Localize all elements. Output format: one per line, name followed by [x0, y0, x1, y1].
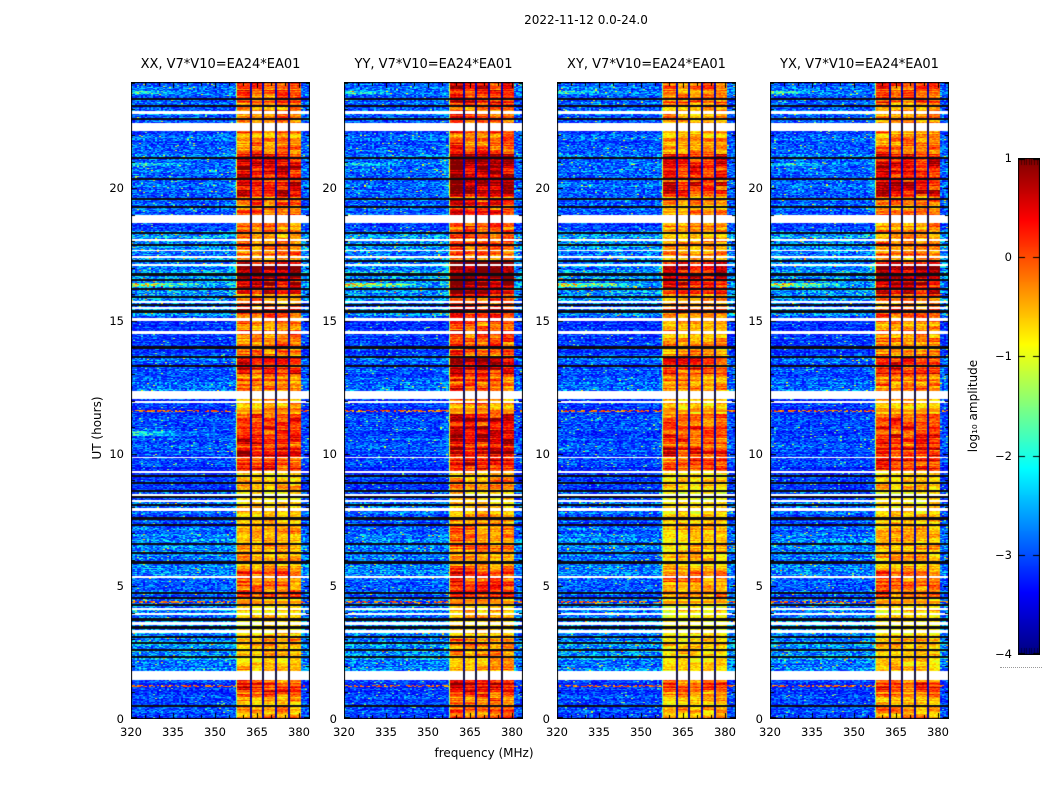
y-tick-label: 20	[109, 181, 124, 195]
spectrogram-canvas-yx	[770, 82, 949, 719]
y-tick-label: 0	[755, 712, 763, 726]
spectrogram-panel-xx: XX, V7*V10=EA24*EA01 320 335 350 365 380 0 5 10…	[109, 57, 310, 739]
y-tick-label: 20	[535, 181, 550, 195]
spectrogram-canvas-xy	[557, 82, 736, 719]
spectrogram-panel-yx: YX, V7*V10=EA24*EA01 320 335 350 365 380 0 5 10…	[748, 57, 949, 739]
x-tick-label: 320	[333, 725, 355, 739]
x-tick-label: 350	[630, 725, 652, 739]
figure-title: 2022-11-12 0.0-24.0	[524, 13, 648, 27]
y-tick-label: 0	[542, 712, 550, 726]
colorbar-tick-label: 0	[1004, 250, 1012, 264]
x-tick-label: 335	[588, 725, 610, 739]
y-tick-label: 20	[322, 181, 337, 195]
y-tick-label: 15	[535, 314, 550, 328]
x-tick-label: 335	[162, 725, 184, 739]
x-tick-label: 380	[927, 725, 949, 739]
y-tick-label: 10	[748, 447, 763, 461]
colorbar-extend-dots	[1000, 667, 1042, 668]
panel-title-yy: YY, V7*V10=EA24*EA01	[354, 57, 513, 72]
colorbar	[1018, 158, 1040, 655]
y-tick-label: 0	[329, 712, 337, 726]
spectrogram-panel-yy: YY, V7*V10=EA24*EA01 320 335 350 365 380 0 5 10…	[322, 57, 523, 739]
colorbar-tick-label: −1	[995, 349, 1012, 363]
y-tick-label: 15	[748, 314, 763, 328]
x-tick-label: 320	[759, 725, 781, 739]
y-tick-label: 10	[109, 447, 124, 461]
x-tick-label: 320	[546, 725, 568, 739]
y-tick-label: 10	[322, 447, 337, 461]
x-tick-label: 365	[672, 725, 694, 739]
x-tick-label: 380	[501, 725, 523, 739]
panel-title-xy: XY, V7*V10=EA24*EA01	[567, 57, 726, 72]
y-tick-label: 10	[535, 447, 550, 461]
x-axis-label: frequency (MHz)	[434, 746, 534, 760]
x-tick-label: 335	[801, 725, 823, 739]
x-tick-label: 380	[714, 725, 736, 739]
y-tick-label: 15	[322, 314, 337, 328]
y-tick-label: 20	[748, 181, 763, 195]
y-tick-label: 5	[542, 579, 550, 593]
x-tick-label: 365	[246, 725, 268, 739]
colorbar-gradient	[1018, 158, 1040, 655]
x-tick-label: 365	[459, 725, 481, 739]
y-tick-label: 5	[329, 579, 337, 593]
x-tick-label: 320	[120, 725, 142, 739]
x-tick-label: 350	[204, 725, 226, 739]
spectrogram-canvas-xx	[131, 82, 310, 719]
panel-title-xx: XX, V7*V10=EA24*EA01	[140, 57, 301, 72]
spectrogram-canvas-yy	[344, 82, 523, 719]
colorbar-tick-label: −3	[995, 548, 1012, 562]
x-tick-label: 350	[843, 725, 865, 739]
spectrogram-panel-xy: XY, V7*V10=EA24*EA01 320 335 350 365 380 0 5 10…	[535, 57, 736, 739]
colorbar-tick-label: −2	[995, 449, 1012, 463]
colorbar-tick-label: 1	[1004, 151, 1012, 165]
y-tick-label: 0	[116, 712, 124, 726]
y-tick-label: 5	[755, 579, 763, 593]
colorbar-label: log₁₀ amplitude	[966, 359, 980, 453]
x-tick-label: 380	[288, 725, 310, 739]
y-tick-label: 15	[109, 314, 124, 328]
x-tick-label: 365	[885, 725, 907, 739]
y-tick-label: 5	[116, 579, 124, 593]
x-tick-label: 350	[417, 725, 439, 739]
x-tick-label: 335	[375, 725, 397, 739]
panel-title-yx: YX, V7*V10=EA24*EA01	[780, 57, 939, 72]
colorbar-tick-label: −4	[995, 647, 1012, 661]
